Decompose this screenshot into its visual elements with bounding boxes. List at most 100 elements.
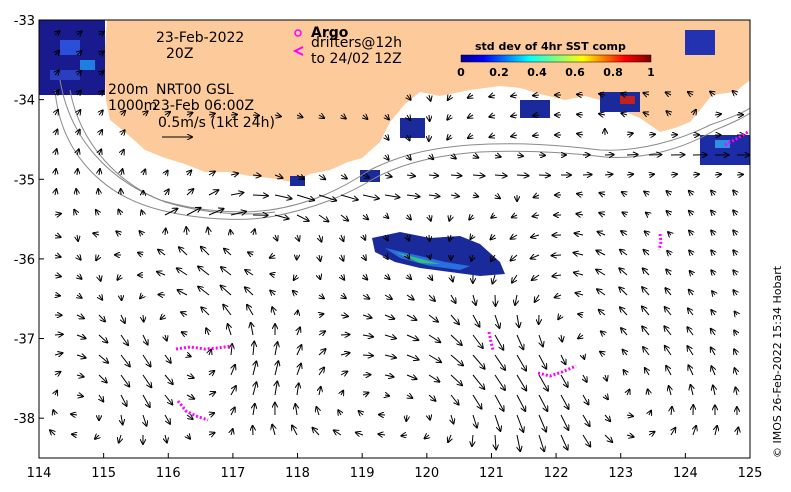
current-arrow (665, 307, 672, 316)
current-arrow (429, 214, 431, 221)
current-arrow (533, 215, 540, 216)
current-arrow (468, 115, 473, 118)
current-arrow (649, 174, 654, 175)
current-arrow (165, 334, 167, 341)
current-arrow (733, 91, 737, 95)
current-arrow (649, 432, 655, 435)
current-arrow (494, 334, 503, 350)
current-arrow (710, 92, 715, 95)
time-label: 20Z (166, 46, 193, 62)
current-arrow (425, 435, 429, 438)
current-arrow (620, 250, 628, 256)
current-arrow (362, 175, 369, 178)
current-arrow (495, 294, 496, 306)
current-arrow (642, 287, 650, 296)
credit-text: © IMOS 26-Feb-2022 15:34 Hobart (771, 265, 784, 458)
current-arrow (583, 355, 584, 359)
current-arrow (447, 115, 451, 120)
x-tick-label: 122 (544, 466, 569, 481)
current-arrow (401, 435, 408, 436)
current-arrow (55, 149, 57, 156)
current-arrow (99, 274, 101, 281)
current-arrow (646, 213, 649, 215)
current-arrow (451, 294, 456, 303)
current-arrow (666, 191, 671, 195)
current-arrow (492, 274, 495, 284)
current-arrow (247, 305, 254, 316)
current-arrow (574, 272, 584, 275)
current-arrow (164, 414, 170, 424)
current-arrow (538, 434, 544, 451)
current-arrow (270, 274, 275, 275)
current-arrow (597, 289, 606, 296)
current-arrow (472, 434, 473, 446)
current-arrow (600, 352, 605, 355)
current-arrow (53, 410, 55, 415)
current-arrow (341, 234, 343, 241)
current-arrow (406, 354, 419, 360)
current-arrow (448, 434, 451, 442)
current-arrow (734, 330, 737, 335)
current-arrow (121, 414, 123, 424)
current-arrow (576, 214, 584, 215)
current-arrow (252, 195, 268, 196)
current-arrow (693, 426, 696, 436)
current-arrow (450, 175, 461, 176)
current-arrow (121, 111, 125, 115)
current-arrow (627, 390, 630, 395)
current-arrow (429, 94, 431, 101)
current-arrow (362, 355, 373, 356)
current-arrow (341, 295, 346, 298)
current-arrow (538, 394, 547, 411)
current-arrow (428, 314, 438, 322)
y-tick-label: -34 (14, 94, 35, 109)
depth-1000-label: 1000m (108, 98, 157, 114)
current-arrow (77, 110, 80, 115)
current-arrow (643, 93, 650, 95)
current-arrow (711, 211, 715, 215)
current-arrow (406, 375, 417, 379)
current-arrow (208, 228, 209, 236)
current-arrow (555, 295, 562, 297)
current-arrow (362, 194, 379, 199)
current-arrow (245, 287, 254, 296)
current-arrow (671, 428, 675, 436)
current-arrow (601, 331, 605, 335)
current-arrow (450, 394, 459, 405)
current-arrow (428, 394, 435, 401)
current-arrow (517, 434, 520, 451)
current-arrow (50, 430, 55, 435)
current-arrow (687, 327, 694, 336)
drifter-symbol-icon (292, 46, 304, 56)
current-arrow (121, 314, 125, 323)
current-arrow (711, 270, 715, 275)
current-arrow (77, 275, 82, 279)
current-arrow (223, 305, 232, 316)
current-arrow (198, 266, 210, 276)
current-arrow (407, 135, 410, 140)
current-arrow (384, 175, 392, 177)
current-arrow (275, 382, 277, 396)
current-arrow (473, 155, 478, 158)
current-arrow (272, 425, 275, 436)
current-arrow (468, 135, 473, 138)
current-arrow (689, 250, 693, 255)
current-arrow (208, 171, 215, 175)
current-arrow (473, 195, 478, 197)
current-arrow (165, 229, 166, 236)
current-arrow (186, 395, 194, 399)
current-arrow (622, 212, 627, 215)
current-arrow (645, 368, 649, 376)
current-arrow (385, 275, 390, 279)
current-arrow (77, 169, 78, 176)
current-arrow (319, 295, 324, 298)
current-arrow (645, 231, 649, 235)
current-arrow (363, 115, 367, 119)
current-arrow (296, 175, 304, 179)
current-arrow (319, 254, 320, 261)
current-arrow (714, 114, 721, 115)
current-arrow (363, 255, 366, 260)
product-time-label: 23-Feb 06:00Z (152, 98, 254, 114)
current-arrow (604, 174, 612, 175)
drifter-tracks (175, 130, 749, 422)
